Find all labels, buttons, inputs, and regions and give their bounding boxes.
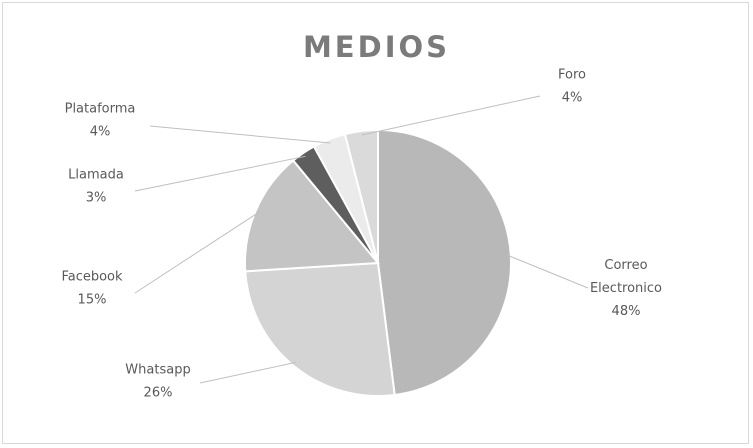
chart-title: MEDIOS bbox=[302, 30, 451, 64]
slice-label-facebook: Facebook 15% bbox=[61, 270, 123, 308]
leader-line-foro bbox=[361, 95, 541, 136]
pie-slice-correo-electronico bbox=[377, 128, 512, 397]
slice-labels: Correo Electronico 48% Whatsapp 26% Facebook 1… bbox=[61, 68, 662, 401]
leader-lines bbox=[134, 95, 589, 384]
slice-label-llamada: Llamada 3% bbox=[68, 168, 124, 206]
slice-label-foro: Foro 4% bbox=[558, 68, 586, 106]
leader-line-correo-electronico bbox=[506, 254, 589, 289]
slice-label-plataforma: Plataforma 4% bbox=[65, 102, 136, 140]
pie-slices bbox=[244, 128, 512, 397]
leader-line-llamada bbox=[134, 155, 306, 192]
slice-label-whatsapp: Whatsapp 26% bbox=[125, 363, 190, 401]
pie-slice-foro bbox=[343, 128, 379, 264]
slice-label-correo-electronico: Correo Electronico 48% bbox=[590, 258, 662, 319]
pie-slice-whatsapp bbox=[244, 261, 396, 397]
leader-line-plataforma bbox=[149, 125, 331, 144]
leader-line-facebook bbox=[134, 211, 260, 294]
leader-line-whatsapp bbox=[199, 361, 296, 384]
pie-slice-facebook bbox=[244, 159, 381, 273]
